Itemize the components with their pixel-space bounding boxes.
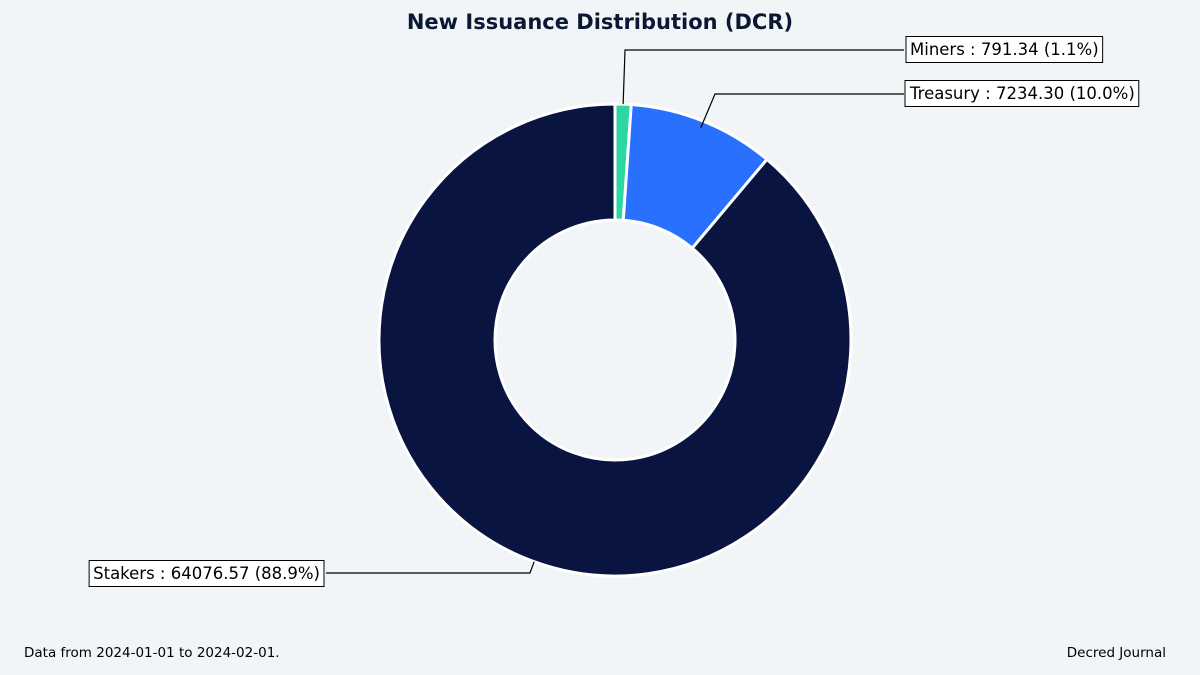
slice-stakers [377,102,853,578]
callout-box-miners [905,36,1104,63]
leader-line-miners [622,49,904,105]
chart-title: New Issuance Distribution (DCR) [407,10,793,34]
callout-treasury: Treasury : 7234.30 (10.0%) [904,80,1140,107]
data-range-note: Data from 2024-01-01 to 2024-02-01. [24,645,280,661]
slices-group [377,102,853,578]
callout-label-miners: Miners : 791.34 (1.1%) [910,40,1099,59]
callout-label-treasury: Treasury : 7234.30 (10.0%) [909,84,1135,103]
callout-miners: Miners : 791.34 (1.1%) [905,36,1104,63]
callout-label-stakers: Stakers : 64076.57 (88.9%) [93,564,320,583]
callouts-group: Miners : 791.34 (1.1%) Treasury : 7234.30… [88,36,1140,587]
callout-box-stakers [88,560,325,587]
leader-line-stakers [326,561,535,574]
callout-box-treasury [904,80,1140,107]
credit-label: Decred Journal [1066,645,1166,661]
callout-stakers: Stakers : 64076.57 (88.9%) [88,560,325,587]
leader-line-treasury [700,93,904,128]
